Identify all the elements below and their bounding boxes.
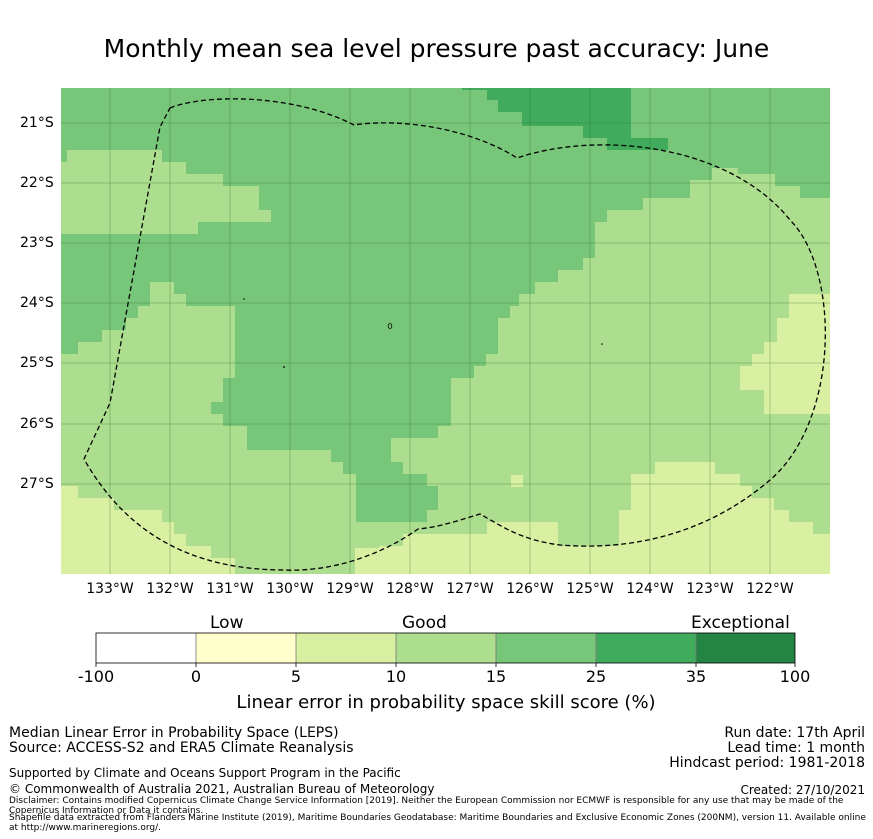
footer-shapefile: Shapefile data extracted from Flanders M…	[9, 813, 866, 833]
skill-field-5-10-southwest	[61, 486, 235, 574]
skill-field-15-25-north	[61, 88, 830, 522]
island-marker	[243, 298, 245, 300]
lat-label: 23°S	[20, 235, 54, 251]
colorbar-tick: 35	[685, 667, 707, 686]
gridlines	[61, 88, 830, 574]
page-title: Monthly mean sea level pressure past acc…	[103, 34, 770, 63]
colorbar-segment	[696, 633, 795, 663]
eez-boundary	[83, 98, 826, 571]
colorbar-segment	[496, 633, 596, 663]
colorbar-tick: 15	[485, 667, 507, 686]
colorbar-tick: 0	[190, 667, 202, 686]
map-panel	[61, 88, 830, 574]
footer-copyright: © Commonwealth of Australia 2021, Austra…	[9, 782, 435, 796]
colorbar-category-exceptional: Exceptional	[691, 613, 790, 633]
lon-label: 122°W	[746, 581, 794, 597]
lat-label: 21°S	[20, 115, 54, 131]
island-marker	[387, 323, 393, 329]
skill-field-5-10-south	[355, 462, 830, 574]
footer-lead-time: Lead time: 1 month	[727, 740, 865, 756]
lat-label: 27°S	[20, 476, 54, 492]
footer-run-date: Run date: 17th April	[724, 725, 865, 741]
colorbar-segment	[96, 633, 196, 663]
lat-label: 24°S	[20, 295, 54, 311]
footer-support: Supported by Climate and Oceans Support …	[9, 766, 401, 780]
colorbar-tick: 100	[779, 667, 811, 686]
colorbar-category-good: Good	[402, 613, 447, 633]
colorbar-tick: -100	[77, 667, 115, 686]
colorbar-segment	[396, 633, 496, 663]
colorbar-segment	[596, 633, 696, 663]
lon-label: 130°W	[266, 581, 314, 597]
lat-label: 25°S	[20, 355, 54, 371]
island-marker	[283, 366, 285, 368]
footer-disclaimer: Disclaimer: Contains modified Copernicus…	[9, 796, 844, 816]
skill-field-5-10-east	[740, 294, 830, 414]
lon-label: 129°W	[326, 581, 374, 597]
colorbar-category-low: Low	[210, 613, 244, 633]
footer-method: Median Linear Error in Probability Space…	[9, 725, 339, 741]
lon-label: 126°W	[506, 581, 554, 597]
lat-label: 26°S	[20, 416, 54, 432]
footer-source: Source: ACCESS-S2 and ERA5 Climate Reana…	[9, 740, 354, 756]
colorbar-tick: 5	[290, 667, 302, 686]
island-marker	[601, 343, 603, 345]
lon-label: 128°W	[386, 581, 434, 597]
lon-label: 127°W	[446, 581, 494, 597]
colorbar-segment	[196, 633, 296, 663]
footer-hindcast: Hindcast period: 1981-2018	[669, 755, 865, 771]
colorbar	[95, 632, 796, 667]
skill-field-25-35	[462, 88, 668, 150]
skill-field-5-10-patch	[511, 475, 523, 487]
lon-label: 125°W	[566, 581, 614, 597]
lon-label: 131°W	[206, 581, 254, 597]
lon-label: 133°W	[86, 581, 134, 597]
footer-created: Created: 27/10/2021	[740, 783, 865, 797]
colorbar-segment	[296, 633, 396, 663]
lon-label: 132°W	[146, 581, 194, 597]
colorbar-tick: 10	[385, 667, 407, 686]
lat-label: 22°S	[20, 175, 54, 191]
colorbar-tick: 25	[585, 667, 607, 686]
colorbar-label: Linear error in probability space skill …	[236, 692, 656, 713]
lon-label: 124°W	[626, 581, 674, 597]
lon-label: 123°W	[686, 581, 734, 597]
